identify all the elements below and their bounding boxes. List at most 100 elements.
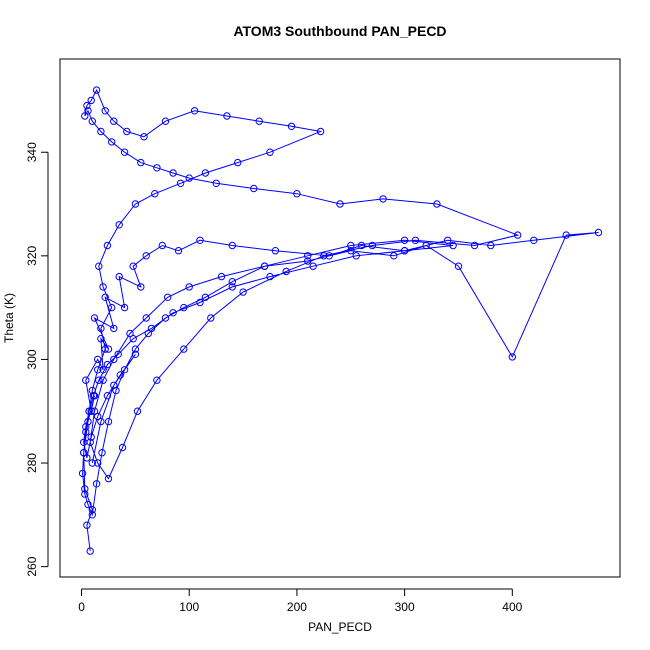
data-point bbox=[82, 376, 90, 384]
data-point bbox=[99, 283, 107, 291]
data-point bbox=[82, 423, 90, 431]
data-point bbox=[78, 469, 87, 478]
data-point bbox=[514, 231, 522, 239]
data-point bbox=[97, 127, 105, 136]
data-point bbox=[120, 303, 129, 312]
data-point bbox=[234, 158, 242, 167]
data-point bbox=[320, 252, 328, 260]
data-point bbox=[169, 169, 177, 177]
y-tick-label: 320 bbox=[25, 246, 39, 266]
data-point bbox=[140, 133, 148, 141]
x-tick-label: 300 bbox=[395, 600, 415, 614]
data-point bbox=[92, 480, 101, 488]
y-tick-label: 280 bbox=[25, 453, 39, 473]
data-point bbox=[94, 366, 102, 374]
data-point bbox=[379, 195, 387, 203]
data-point bbox=[81, 112, 89, 120]
data-point bbox=[444, 236, 452, 245]
x-axis: 0 100 200 300 400 bbox=[78, 588, 523, 614]
data-point bbox=[158, 241, 167, 250]
x-tick-label: 0 bbox=[78, 600, 85, 614]
data-point bbox=[207, 314, 215, 322]
data-point bbox=[87, 407, 95, 415]
data-point bbox=[129, 335, 137, 343]
data-point bbox=[103, 360, 112, 369]
data-point bbox=[185, 174, 193, 182]
data-point bbox=[161, 117, 170, 125]
data-point bbox=[110, 381, 118, 389]
data-point bbox=[97, 335, 105, 343]
data-point bbox=[293, 190, 301, 198]
data-point bbox=[80, 438, 88, 446]
data-point bbox=[83, 521, 91, 529]
data-point bbox=[347, 247, 355, 255]
plot-area bbox=[78, 86, 603, 555]
y-axis-label: Theta (K) bbox=[2, 293, 16, 343]
data-point bbox=[304, 252, 312, 260]
data-point bbox=[137, 283, 145, 291]
data-point bbox=[336, 200, 344, 208]
data-point bbox=[137, 158, 145, 167]
data-point bbox=[103, 392, 112, 400]
data-point bbox=[110, 355, 118, 364]
data-point bbox=[422, 241, 430, 250]
data-point bbox=[309, 262, 317, 270]
data-point bbox=[81, 490, 89, 498]
data-point bbox=[530, 236, 538, 245]
data-point bbox=[508, 353, 516, 361]
data-point bbox=[151, 190, 159, 198]
data-point bbox=[98, 449, 106, 457]
data-point bbox=[594, 228, 603, 237]
data-point bbox=[99, 366, 107, 374]
data-point bbox=[255, 117, 263, 125]
data-point bbox=[228, 278, 237, 286]
data-point bbox=[120, 366, 129, 374]
data-point bbox=[217, 272, 226, 281]
data-point bbox=[433, 200, 441, 208]
data-point bbox=[131, 345, 140, 353]
data-point bbox=[316, 127, 325, 136]
data-point bbox=[81, 485, 89, 493]
data-point bbox=[304, 257, 312, 265]
data-point bbox=[90, 314, 99, 322]
chart-title: ATOM3 Southbound PAN_PECD bbox=[233, 23, 446, 39]
plot-frame bbox=[59, 58, 621, 578]
data-point bbox=[94, 412, 102, 421]
data-point bbox=[126, 329, 134, 338]
data-point bbox=[104, 417, 113, 426]
data-point bbox=[95, 262, 103, 270]
data-point bbox=[88, 506, 97, 514]
data-point bbox=[325, 252, 333, 260]
data-point bbox=[169, 309, 177, 317]
data-point bbox=[144, 329, 153, 338]
data-point bbox=[180, 345, 188, 353]
data-point bbox=[115, 221, 123, 229]
data-point bbox=[89, 392, 98, 400]
data-point bbox=[147, 324, 156, 333]
data-point bbox=[196, 236, 204, 245]
data-point bbox=[115, 272, 123, 281]
data-point bbox=[87, 433, 95, 441]
data-point bbox=[123, 127, 131, 136]
data-point bbox=[411, 236, 420, 245]
data-point bbox=[101, 293, 109, 301]
data-point bbox=[95, 376, 103, 384]
x-tick-label: 100 bbox=[179, 600, 199, 614]
data-point bbox=[228, 241, 237, 250]
data-point bbox=[87, 96, 95, 105]
data-point bbox=[84, 107, 92, 115]
data-point bbox=[110, 117, 118, 125]
data-point bbox=[84, 500, 92, 509]
data-point bbox=[161, 314, 170, 322]
data-point bbox=[449, 241, 457, 250]
data-point bbox=[239, 288, 247, 296]
data-point bbox=[108, 138, 116, 146]
data-point bbox=[153, 164, 161, 172]
data-point bbox=[94, 355, 102, 364]
data-point bbox=[97, 417, 105, 426]
data-point bbox=[201, 169, 210, 177]
data-point bbox=[82, 428, 90, 436]
data-point bbox=[97, 324, 105, 333]
data-point bbox=[120, 148, 129, 156]
data-point bbox=[347, 241, 355, 250]
